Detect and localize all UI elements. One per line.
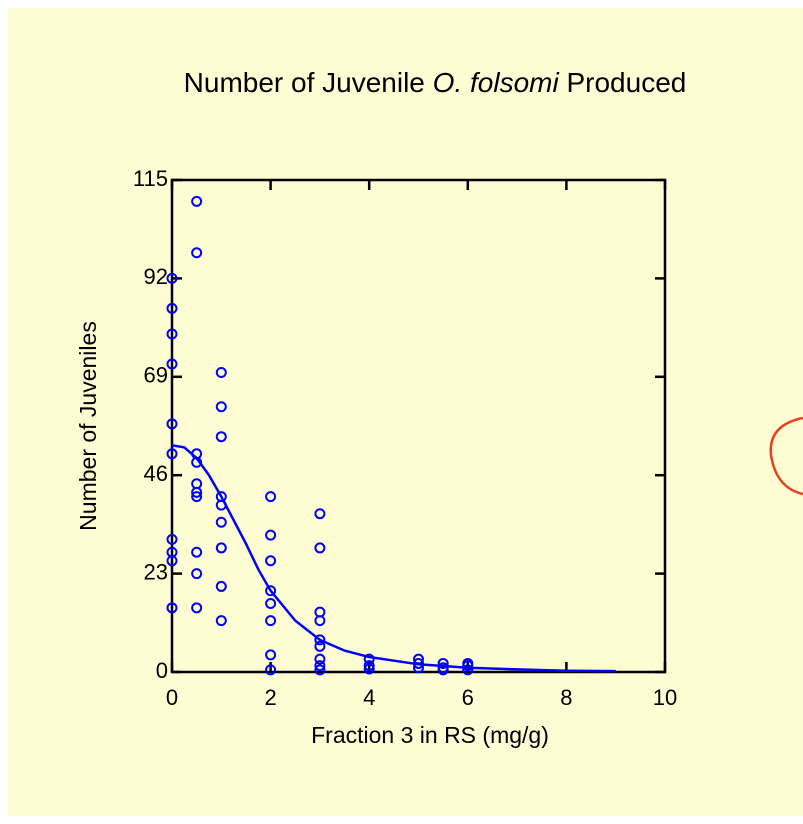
annotation-ellipse <box>769 416 803 496</box>
x-tick-label: 2 <box>264 685 276 710</box>
point <box>215 431 227 443</box>
point <box>314 653 326 665</box>
background <box>8 8 803 816</box>
y-tick-label: 115 <box>133 166 168 191</box>
x-axis-label: Fraction 3 in RS (mg/g) <box>311 722 549 748</box>
point <box>191 568 203 580</box>
point <box>166 328 178 340</box>
point <box>314 508 326 520</box>
point <box>166 555 178 567</box>
point <box>314 615 326 627</box>
point <box>166 418 178 430</box>
x-tick-label: 6 <box>462 685 474 710</box>
y-tick-label: 69 <box>144 363 168 388</box>
point <box>314 634 326 646</box>
point <box>363 663 375 675</box>
point <box>215 542 227 554</box>
point <box>215 580 227 592</box>
point <box>166 602 178 614</box>
point <box>191 486 203 498</box>
point <box>265 615 277 627</box>
point <box>166 272 178 284</box>
point <box>191 546 203 558</box>
point <box>191 247 203 259</box>
point <box>314 660 326 672</box>
point <box>265 529 277 541</box>
x-tick-label: 8 <box>560 685 572 710</box>
point <box>191 491 203 503</box>
point <box>166 302 178 314</box>
x-tick-label: 0 <box>166 685 178 710</box>
point <box>166 358 178 370</box>
point <box>437 657 449 669</box>
y-tick-label: 46 <box>144 461 168 486</box>
point <box>314 542 326 554</box>
y-tick-label: 92 <box>144 264 168 289</box>
title-part: Number of Juvenile <box>184 67 433 98</box>
point <box>191 195 203 207</box>
point <box>314 640 326 652</box>
point <box>215 367 227 379</box>
point <box>265 585 277 597</box>
point <box>265 491 277 503</box>
point <box>462 664 474 676</box>
point <box>166 448 178 460</box>
point <box>265 664 277 676</box>
point <box>265 598 277 610</box>
point <box>166 533 178 545</box>
point <box>462 660 474 672</box>
point <box>215 516 227 528</box>
title-part: O. folsomi <box>433 67 560 98</box>
y-tick-label: 0 <box>156 658 168 683</box>
chart-title: Number of Juvenile O. folsomi Produced <box>184 67 687 98</box>
y-tick-label: 23 <box>144 559 168 584</box>
point <box>215 401 227 413</box>
point <box>314 664 326 676</box>
point <box>265 555 277 567</box>
point <box>191 602 203 614</box>
fit-line <box>171 444 616 673</box>
y-axis-label: Number of Juveniles <box>75 321 101 531</box>
point <box>265 649 277 661</box>
x-tick-label: 10 <box>653 685 677 710</box>
title-part: Produced <box>559 67 687 98</box>
x-tick-label: 4 <box>363 685 375 710</box>
point <box>363 660 375 672</box>
point <box>215 615 227 627</box>
